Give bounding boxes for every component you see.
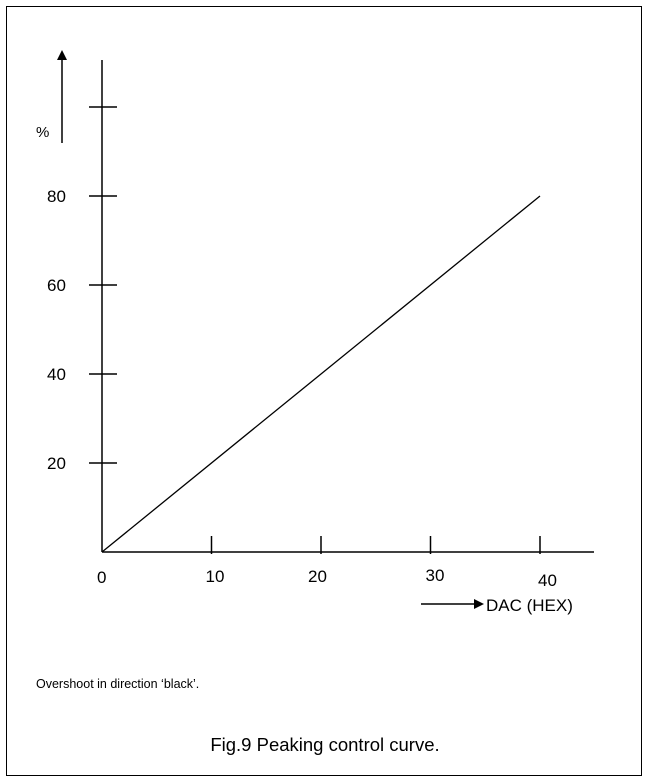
figure-frame [6,6,642,776]
x-tick-label: 40 [538,571,557,590]
x-axis-label: DAC (HEX) [486,596,573,615]
x-tick-label: 20 [308,567,327,586]
y-tick-label: 60 [47,276,66,295]
x-tick-label: 10 [206,567,225,586]
y-tick-label: 40 [47,365,66,384]
x-tick-label: 30 [426,566,445,585]
figure-caption: Fig.9 Peaking control curve. [210,734,440,755]
y-tick-label: 80 [47,187,66,206]
x-tick-label: 0 [97,568,106,587]
y-axis-label: % [36,124,49,141]
footnote: Overshoot in direction ‘black’. [36,677,200,691]
y-tick-label: 20 [47,454,66,473]
series-line [101,195,541,553]
